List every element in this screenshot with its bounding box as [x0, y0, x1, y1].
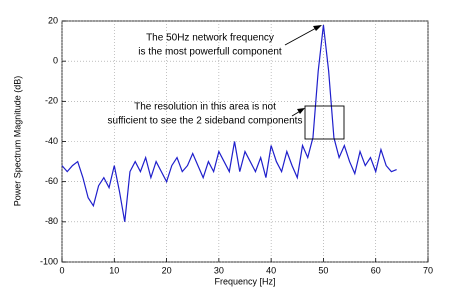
x-tick-label: 40: [266, 265, 276, 275]
highlight-box: [304, 105, 345, 140]
x-axis-label: Frequency [Hz]: [214, 276, 275, 286]
y-tick-label: -60: [45, 176, 58, 186]
annotation: The resolution in this area is not: [134, 102, 276, 113]
y-tick-label: 20: [48, 15, 58, 25]
y-tick-label: 0: [53, 56, 58, 66]
x-tick-label: 30: [214, 265, 224, 275]
x-tick-label: 70: [423, 265, 433, 275]
x-tick-label: 50: [318, 265, 328, 275]
arrow-head: [313, 25, 322, 31]
x-tick-label: 60: [371, 265, 381, 275]
arrow: [284, 26, 319, 46]
y-axis-label: Power Spectrum Magnitude (dB): [12, 76, 22, 207]
y-tick-label: -100: [40, 256, 58, 266]
arrow-head: [297, 108, 305, 114]
annotation: The 50Hz network frequency: [146, 33, 274, 44]
x-tick-label: 10: [109, 265, 119, 275]
y-tick-label: -40: [45, 136, 58, 146]
annotation: sufficient to see the 2 sideband compone…: [108, 116, 303, 127]
plot: [61, 20, 429, 263]
x-tick-label: 0: [59, 265, 64, 275]
x-tick-label: 20: [162, 265, 172, 275]
annotation: is the most powerfull component: [138, 47, 282, 58]
y-tick-label: -80: [45, 216, 58, 226]
y-tick-label: -20: [45, 96, 58, 106]
data-line: [61, 24, 397, 222]
